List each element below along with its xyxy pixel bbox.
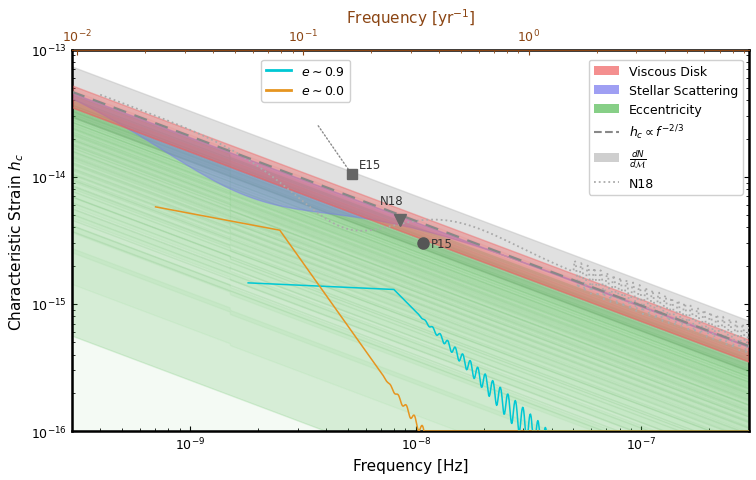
X-axis label: Frequency [Hz]: Frequency [Hz] xyxy=(353,458,468,473)
Y-axis label: Characteristic Strain $h_c$: Characteristic Strain $h_c$ xyxy=(7,152,26,330)
Text: N18: N18 xyxy=(380,195,404,208)
Text: P15: P15 xyxy=(431,237,453,250)
Legend: Viscous Disk, Stellar Scattering, Eccentricity, $h_c \propto f^{-2/3}$, $\frac{d: Viscous Disk, Stellar Scattering, Eccent… xyxy=(589,60,743,195)
X-axis label: Frequency [yr$^{-1}$]: Frequency [yr$^{-1}$] xyxy=(345,7,476,29)
Text: E15: E15 xyxy=(359,159,381,172)
